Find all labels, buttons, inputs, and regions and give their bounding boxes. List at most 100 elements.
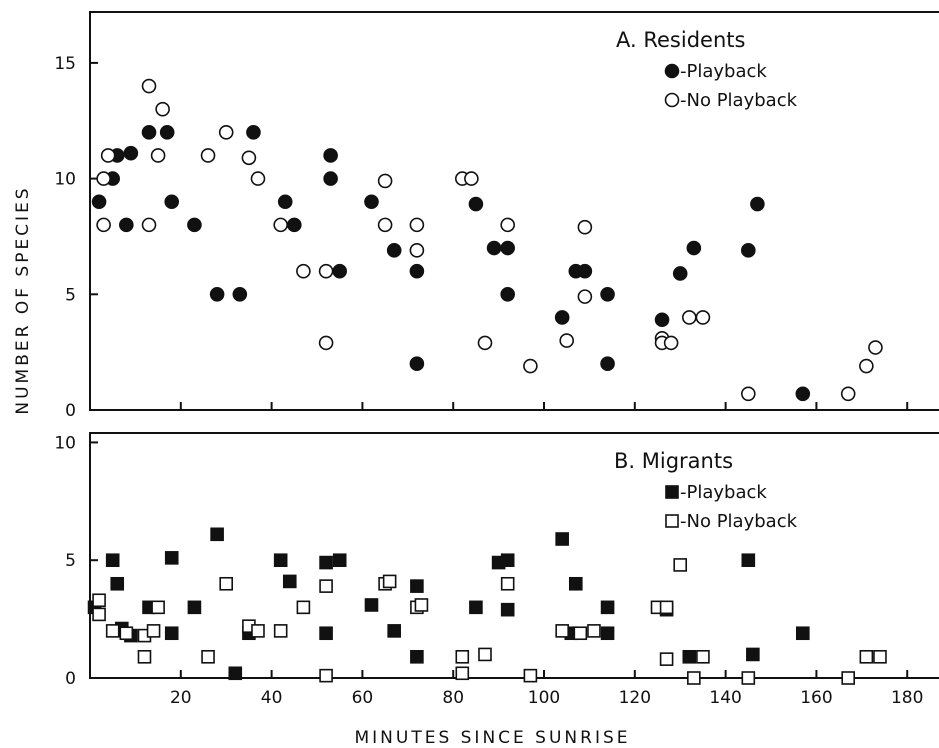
- no-playback-data-point: [859, 358, 874, 374]
- no-playback-data-point: [273, 217, 288, 233]
- playback-data-point: [600, 626, 615, 641]
- no-playback-data-point: [96, 171, 111, 186]
- x-tick-label: 60: [352, 688, 374, 708]
- playback-data-point: [654, 312, 670, 328]
- legend-marker: [665, 514, 679, 528]
- residents-legend-playback-marker: [664, 63, 680, 79]
- no-playback-data-point: [587, 624, 601, 638]
- playback-data-point: [323, 148, 338, 163]
- no-playback-data-point: [523, 358, 538, 374]
- migrants-data-points: [87, 527, 887, 685]
- playback-data-point: [210, 527, 224, 542]
- no-playback-data-point: [218, 125, 234, 140]
- playback-data-point: [332, 263, 348, 279]
- no-playback-data-point: [219, 576, 234, 591]
- playback-data-point: [277, 194, 293, 210]
- playback-data-point: [410, 579, 424, 593]
- y-tick-label: 5: [65, 285, 76, 305]
- no-playback-data-point: [663, 335, 679, 351]
- playback-data-point: [332, 553, 347, 568]
- migrants-y-ticks: 0 5 10: [54, 433, 98, 689]
- x-tick-label: 140: [709, 688, 741, 708]
- no-playback-data-point: [150, 148, 166, 163]
- playback-data-point: [123, 145, 139, 161]
- playback-data-point: [364, 598, 379, 612]
- y-tick-label: 10: [54, 433, 76, 453]
- no-playback-data-point: [559, 333, 575, 348]
- residents-legend-no-playback-label: -No Playback: [680, 90, 798, 111]
- no-playback-data-point: [681, 310, 697, 325]
- no-playback-data-point: [414, 598, 429, 612]
- migrants-panel: 0 5 10 B. Migrants -Playback -No Playback: [54, 432, 939, 689]
- migrants-legend: -Playback -No Playback: [665, 482, 798, 532]
- no-playback-data-point: [741, 386, 756, 402]
- playback-data-point: [686, 240, 702, 256]
- playback-data-point: [795, 626, 810, 641]
- playback-data-point: [273, 553, 288, 568]
- no-playback-data-point: [146, 624, 161, 638]
- no-playback-data-point: [500, 217, 515, 233]
- no-playback-data-point: [200, 148, 216, 163]
- playback-data-point: [119, 217, 134, 233]
- no-playback-data-point: [659, 652, 674, 666]
- migrants-legend-no-playback-marker: [665, 514, 679, 528]
- no-playback-data-point: [695, 310, 711, 325]
- playback-data-point: [600, 287, 615, 302]
- y-tick-label: 15: [54, 54, 76, 74]
- no-playback-data-point: [741, 671, 756, 685]
- playback-data-point: [387, 624, 401, 638]
- playback-data-point: [741, 243, 756, 258]
- playback-data-point: [364, 194, 379, 210]
- playback-data-point: [795, 386, 811, 402]
- playback-data-point: [141, 125, 157, 140]
- no-playback-data-point: [659, 600, 674, 615]
- playback-data-point: [746, 647, 760, 662]
- playback-data-point: [319, 555, 333, 570]
- migrants-legend-playback-marker: [665, 485, 679, 499]
- migrants-plot-frame: [89, 432, 939, 679]
- playback-data-point: [110, 576, 125, 591]
- no-playback-data-point: [119, 626, 134, 641]
- y-tick-label: 0: [65, 401, 76, 421]
- no-playback-data-point: [859, 649, 874, 664]
- residents-legend: -Playback -No Playback: [664, 61, 798, 111]
- no-playback-data-point: [455, 666, 470, 681]
- legend-marker: [665, 485, 679, 499]
- y-tick-label: 5: [65, 551, 76, 571]
- playback-data-point: [164, 626, 179, 641]
- playback-data-point: [187, 600, 202, 615]
- playback-data-point: [486, 240, 502, 256]
- no-playback-data-point: [251, 624, 265, 638]
- x-axis-title: MINUTES SINCE SUNRISE: [354, 728, 630, 748]
- no-playback-data-point: [296, 263, 311, 279]
- playback-data-point: [500, 287, 515, 302]
- no-playback-data-point: [137, 649, 152, 664]
- no-playback-data-point: [477, 335, 493, 351]
- no-playback-data-point: [464, 171, 479, 186]
- playback-data-point: [741, 553, 756, 568]
- no-playback-data-point: [696, 649, 710, 664]
- x-tick-label: 100: [528, 688, 560, 708]
- x-axis-ticks: 20 40 60 80 100 120 140 160 180: [170, 402, 923, 708]
- no-playback-data-point: [241, 150, 257, 166]
- playback-data-point: [246, 125, 261, 140]
- residents-legend-playback-label: -Playback: [680, 61, 767, 82]
- no-playback-data-point: [250, 171, 266, 186]
- playback-data-point: [577, 263, 593, 279]
- playback-data-point: [750, 196, 765, 212]
- playback-data-point: [410, 649, 424, 664]
- x-tick-label: 120: [619, 688, 651, 708]
- no-playback-data-point: [455, 649, 470, 664]
- playback-data-point: [500, 553, 515, 568]
- no-playback-data-point: [318, 335, 334, 351]
- playback-data-point: [228, 666, 243, 681]
- no-playback-data-point: [382, 574, 397, 589]
- playback-data-point: [164, 551, 179, 565]
- playback-data-point: [282, 574, 297, 589]
- playback-data-point: [682, 649, 697, 664]
- no-playback-data-point: [377, 217, 393, 233]
- playback-data-point: [159, 125, 175, 140]
- playback-data-point: [232, 287, 248, 302]
- no-playback-data-point: [92, 593, 106, 608]
- residents-data-points: [91, 78, 883, 402]
